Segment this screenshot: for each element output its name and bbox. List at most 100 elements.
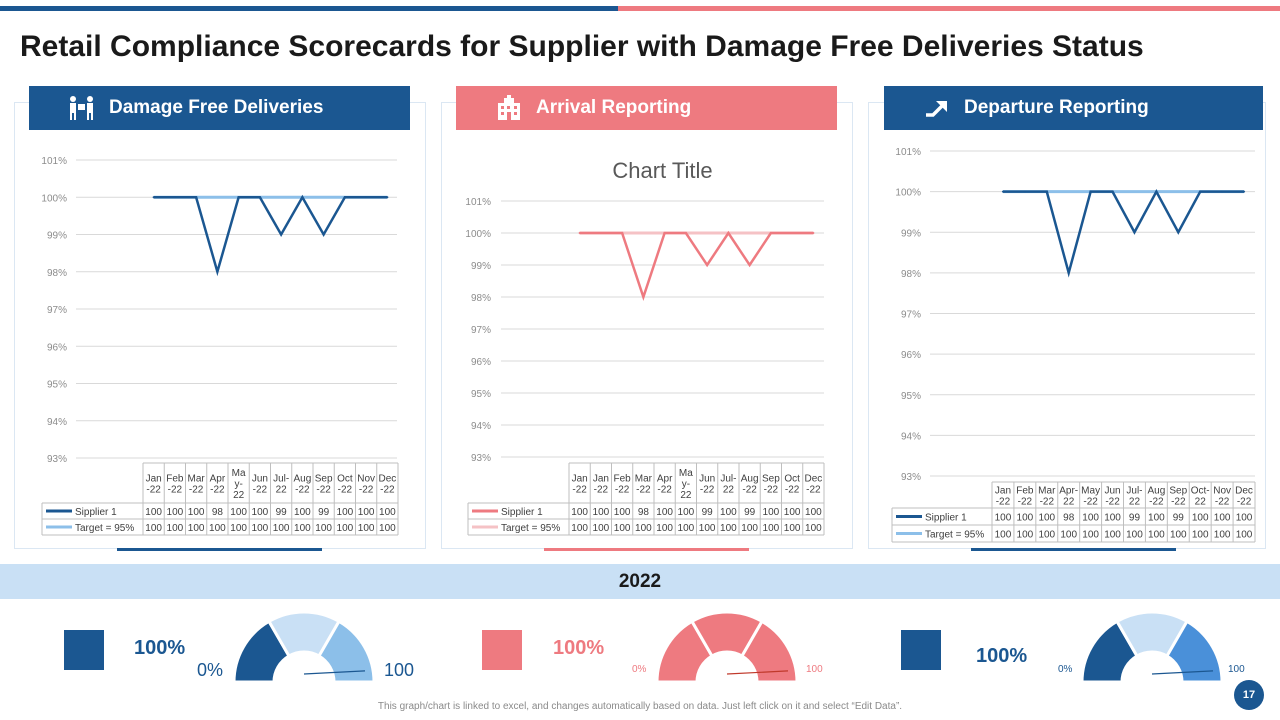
data-point <box>727 232 730 234</box>
legend-label: Sipplier 1 <box>925 513 967 524</box>
table-cell: 98 <box>638 507 650 518</box>
y-tick-label: 93% <box>901 472 921 483</box>
x-category-label: Apr <box>210 474 226 485</box>
x-category-label: 22 <box>233 490 245 501</box>
x-category-label: -22 <box>1149 497 1164 508</box>
table-cell: 100 <box>1038 513 1055 524</box>
table-cell: 100 <box>571 523 588 534</box>
x-category-label: -22 <box>168 485 183 496</box>
x-category-label: -22 <box>615 485 630 496</box>
y-tick-label: 101% <box>41 156 67 167</box>
data-point <box>684 232 687 234</box>
table-cell: 100 <box>1148 530 1165 541</box>
data-point <box>301 196 304 199</box>
panel-departure-reporting <box>868 102 1266 549</box>
x-category-label: 22 <box>276 485 288 496</box>
table-cell: 100 <box>379 523 396 534</box>
top-accent-bar-coral <box>618 6 1280 11</box>
y-tick-label: 96% <box>901 350 921 361</box>
x-category-label: -22 <box>742 485 757 496</box>
table-cell: 100 <box>635 523 652 534</box>
x-category-label: Aug <box>293 474 311 485</box>
gauge-min-label: 0% <box>632 664 647 675</box>
table-cell: 100 <box>614 523 631 534</box>
gauge-damage-free <box>232 610 376 684</box>
table-cell: 100 <box>252 507 269 518</box>
data-point <box>812 232 815 234</box>
table-cell: 99 <box>318 507 330 518</box>
data-point <box>280 233 283 236</box>
table-cell: 100 <box>1192 530 1209 541</box>
gauge-needle <box>1151 670 1214 675</box>
x-category-label: Oct <box>337 474 353 485</box>
x-category-label: Feb <box>166 474 184 485</box>
y-tick-label: 97% <box>471 325 491 336</box>
table-cell: 100 <box>167 507 184 518</box>
data-point <box>195 196 198 199</box>
table-cell: 100 <box>1082 530 1099 541</box>
table-cell: 100 <box>1236 513 1253 524</box>
gauge-hub <box>1123 653 1181 684</box>
legend-label: Sipplier 1 <box>501 507 543 518</box>
table-cell: 100 <box>656 523 673 534</box>
panel-underbar-navy <box>971 548 1176 551</box>
gauge-max-label: 100 <box>806 664 823 675</box>
gauge-arrival <box>655 610 799 684</box>
legend-label: Sipplier 1 <box>75 507 117 518</box>
series-line-supplier <box>579 230 814 301</box>
panel-header-label: Departure Reporting <box>964 97 1149 118</box>
table-cell: 100 <box>358 507 375 518</box>
x-category-label: Jun <box>252 474 268 485</box>
data-point <box>642 296 645 298</box>
panel-header-label: Arrival Reporting <box>536 97 692 118</box>
chart-departure-reporting: 93%94%95%96%97%98%99%100%101%Jan-22Feb-2… <box>891 147 1256 543</box>
table-cell: 100 <box>1038 530 1055 541</box>
data-point <box>386 196 389 199</box>
table-cell: 100 <box>379 507 396 518</box>
data-point <box>1023 190 1026 193</box>
gauge-max-label: 100 <box>384 660 415 680</box>
gauge-hub <box>275 653 333 684</box>
data-point <box>1067 271 1070 274</box>
y-tick-label: 99% <box>901 228 921 239</box>
gauge-min-label: 0% <box>1058 664 1073 675</box>
y-tick-label: 99% <box>47 231 67 242</box>
data-point <box>663 232 666 234</box>
x-category-label: Sep <box>315 474 333 485</box>
arrow-up-right-icon <box>922 93 952 123</box>
table-cell: 99 <box>702 507 714 518</box>
x-category-label: Jul- <box>273 474 289 485</box>
panel-header-damage-free-deliveries: Damage Free Deliveries <box>29 86 410 130</box>
x-category-label: 22 <box>1063 497 1075 508</box>
y-tick-label: 100% <box>895 188 921 199</box>
x-category-label: y- <box>682 479 690 490</box>
y-tick-label: 95% <box>471 389 491 400</box>
x-category-label: -22 <box>1040 497 1055 508</box>
gauge-percent-label: 100% <box>976 645 1028 667</box>
x-category-label: Oct- <box>1191 486 1210 497</box>
table-cell: 100 <box>1192 513 1209 524</box>
x-category-label: May <box>1081 486 1100 497</box>
x-category-label: Apr <box>657 474 673 485</box>
x-category-label: Jun <box>699 474 715 485</box>
x-category-label: -22 <box>785 485 800 496</box>
table-cell: 100 <box>1148 513 1165 524</box>
table-cell: 100 <box>358 523 375 534</box>
y-tick-label: 94% <box>47 417 67 428</box>
gauge-segment <box>739 619 799 684</box>
panel-arrival-reporting <box>441 102 853 549</box>
gauge-percent-label: 100% <box>553 637 605 659</box>
table-cell: 100 <box>145 523 162 534</box>
data-point <box>1089 190 1092 193</box>
x-category-label: Nov <box>1213 486 1231 497</box>
table-cell: 100 <box>337 523 354 534</box>
y-tick-label: 101% <box>895 147 921 158</box>
table-cell: 100 <box>805 507 822 518</box>
gauge-needle <box>726 670 789 675</box>
data-point <box>1243 190 1246 193</box>
legend-label: Target = 95% <box>501 523 560 534</box>
table-cell: 100 <box>273 523 290 534</box>
x-category-label: Ma <box>679 468 693 479</box>
data-point <box>1199 190 1202 193</box>
table-cell: 99 <box>1173 513 1185 524</box>
